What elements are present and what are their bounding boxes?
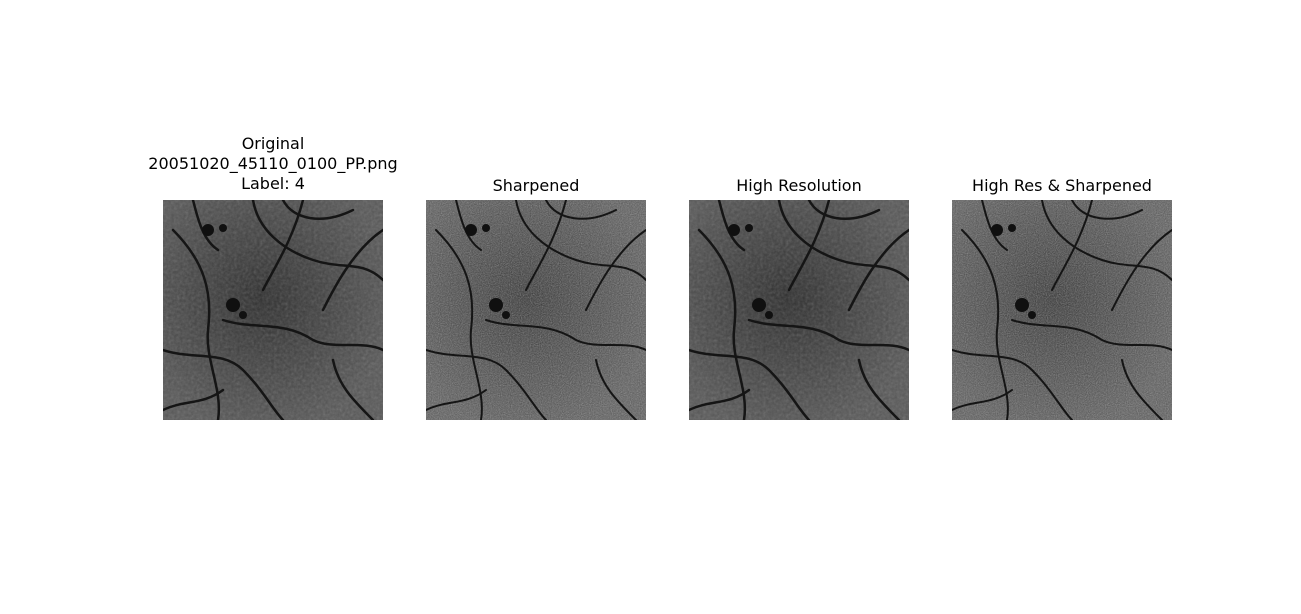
panel-sharpened: Sharpened: [406, 0, 666, 614]
retina-image-original: [163, 200, 383, 420]
title-line: Original: [241, 134, 305, 153]
retina-image-high-res-sharpened: [952, 200, 1172, 420]
panel-high-resolution: High Resolution: [669, 0, 929, 614]
retina-image-sharpened: [426, 200, 646, 420]
title-line: Label: 4: [241, 174, 305, 193]
panel-title: High Res & Sharpened: [932, 176, 1192, 196]
title-line: 20051020_45110_0100_PP.png: [148, 154, 398, 173]
title-line: High Res & Sharpened: [972, 176, 1152, 195]
retina-texture: [952, 200, 1172, 420]
retina-texture: [426, 200, 646, 420]
title-line: Sharpened: [492, 176, 580, 195]
panel-title: Original 20051020_45110_0100_PP.png Labe…: [143, 134, 403, 194]
title-line: High Resolution: [736, 176, 862, 195]
retina-texture: [163, 200, 383, 420]
retina-texture: [689, 200, 909, 420]
panel-original: Original 20051020_45110_0100_PP.png Labe…: [143, 0, 403, 614]
panel-high-res-sharpened: High Res & Sharpened: [932, 0, 1192, 614]
panel-title: High Resolution: [669, 176, 929, 196]
retina-image-high-res: [689, 200, 909, 420]
panel-title: Sharpened: [406, 176, 666, 196]
